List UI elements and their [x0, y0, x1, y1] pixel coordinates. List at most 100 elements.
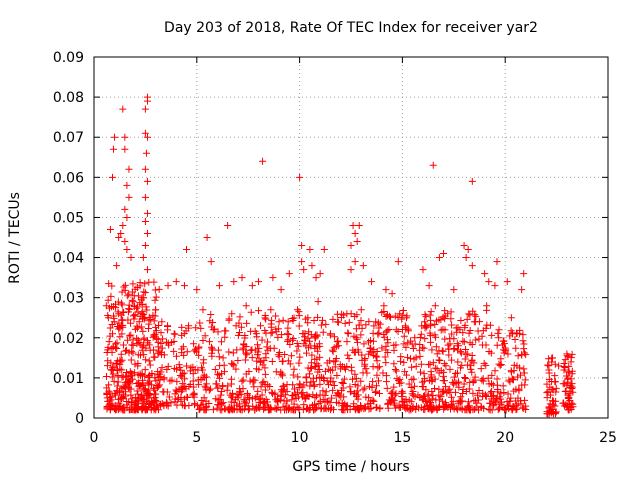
data-point: [262, 350, 270, 358]
data-point: [127, 254, 135, 262]
data-point: [326, 399, 334, 407]
data-point: [182, 385, 190, 393]
data-point: [108, 282, 116, 290]
data-point: [354, 382, 362, 390]
data-point: [416, 352, 424, 360]
data-point: [131, 285, 139, 293]
data-point: [320, 246, 328, 254]
data-point: [290, 365, 298, 373]
data-point: [491, 398, 499, 406]
data-point: [466, 361, 474, 369]
data-point: [433, 317, 441, 325]
data-point: [351, 258, 359, 266]
data-point: [563, 350, 571, 358]
data-point: [552, 384, 560, 392]
data-point: [462, 254, 470, 262]
data-point: [422, 313, 430, 321]
data-point: [471, 373, 479, 381]
data-point: [245, 367, 253, 375]
data-point: [437, 316, 445, 324]
data-point: [178, 323, 186, 331]
data-point: [357, 377, 365, 385]
data-point: [514, 352, 522, 360]
data-point: [419, 266, 427, 274]
data-point: [237, 323, 245, 331]
data-point: [436, 357, 444, 365]
data-point: [499, 382, 507, 390]
data-point: [454, 406, 462, 414]
data-point: [494, 406, 502, 414]
data-point: [407, 337, 415, 345]
data-point: [214, 346, 222, 354]
y-tick-label: 0.05: [53, 210, 84, 226]
data-point: [142, 303, 150, 311]
data-point: [136, 382, 144, 390]
data-point: [150, 346, 158, 354]
data-point: [215, 353, 223, 361]
data-point: [376, 405, 384, 413]
data-point: [242, 302, 250, 310]
data-point: [141, 129, 149, 137]
data-point: [145, 392, 153, 400]
data-point: [519, 337, 527, 345]
data-point: [295, 393, 303, 401]
data-point: [316, 391, 324, 399]
data-point: [372, 382, 380, 390]
data-point: [134, 303, 142, 311]
data-point: [232, 365, 240, 373]
data-point: [365, 338, 373, 346]
data-point: [512, 344, 520, 352]
data-point: [549, 410, 557, 418]
data-point: [286, 360, 294, 368]
data-point: [205, 338, 213, 346]
data-point: [559, 380, 567, 388]
data-point: [118, 366, 126, 374]
data-point: [174, 396, 182, 404]
data-point: [477, 365, 485, 373]
data-point: [405, 396, 413, 404]
data-point: [272, 368, 280, 376]
data-point: [310, 406, 318, 414]
data-point: [263, 343, 271, 351]
data-point: [138, 300, 146, 308]
chart-title: Day 203 of 2018, Rate Of TEC Index for r…: [164, 20, 538, 36]
data-point: [236, 313, 244, 321]
plot-frame: [93, 56, 609, 419]
data-point: [338, 362, 346, 370]
data-point: [446, 385, 454, 393]
data-point: [143, 306, 151, 314]
data-point: [499, 337, 507, 345]
data-point: [253, 392, 261, 400]
data-point: [230, 278, 238, 286]
data-point: [142, 344, 150, 352]
data-point: [551, 402, 559, 410]
data-point: [448, 393, 456, 401]
data-point: [409, 403, 417, 411]
data-point: [362, 393, 370, 401]
data-point: [342, 402, 350, 410]
data-point: [294, 373, 302, 381]
data-point: [507, 394, 515, 402]
data-point: [328, 394, 336, 402]
data-point: [151, 394, 159, 402]
data-point: [559, 399, 567, 407]
data-point: [366, 336, 374, 344]
data-point: [141, 366, 149, 374]
data-point: [330, 381, 338, 389]
data-point: [521, 396, 529, 404]
data-point: [252, 365, 260, 373]
data-point: [486, 399, 494, 407]
data-point: [316, 373, 324, 381]
data-point: [127, 356, 135, 364]
data-point: [387, 313, 395, 321]
data-point: [352, 375, 360, 383]
data-point: [429, 359, 437, 367]
data-point: [261, 326, 269, 334]
data-point: [394, 327, 402, 335]
data-point: [319, 396, 327, 404]
data-point: [385, 325, 393, 333]
data-point: [459, 389, 467, 397]
data-point: [274, 333, 282, 341]
data-point: [435, 385, 443, 393]
data-point: [125, 165, 133, 173]
